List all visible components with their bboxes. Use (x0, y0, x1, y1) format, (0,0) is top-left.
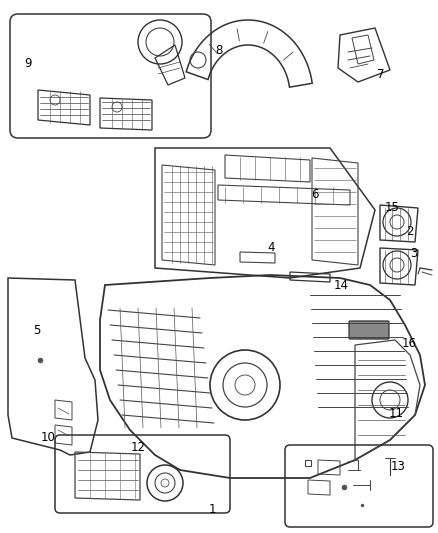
Text: 5: 5 (34, 324, 41, 337)
Text: 7: 7 (377, 68, 385, 81)
Text: 15: 15 (385, 201, 399, 214)
Text: 14: 14 (334, 279, 349, 292)
Text: 16: 16 (402, 337, 417, 350)
Text: 13: 13 (391, 460, 406, 473)
Text: 4: 4 (268, 241, 276, 254)
Text: 8: 8 (215, 44, 223, 57)
Text: 3: 3 (410, 247, 417, 260)
Text: 12: 12 (131, 441, 145, 454)
Text: 11: 11 (389, 407, 404, 419)
Text: 9: 9 (25, 58, 32, 70)
Text: 2: 2 (406, 225, 413, 238)
FancyBboxPatch shape (349, 321, 389, 339)
Text: 6: 6 (311, 188, 319, 201)
Text: 10: 10 (41, 431, 56, 443)
Text: 1: 1 (208, 503, 216, 515)
